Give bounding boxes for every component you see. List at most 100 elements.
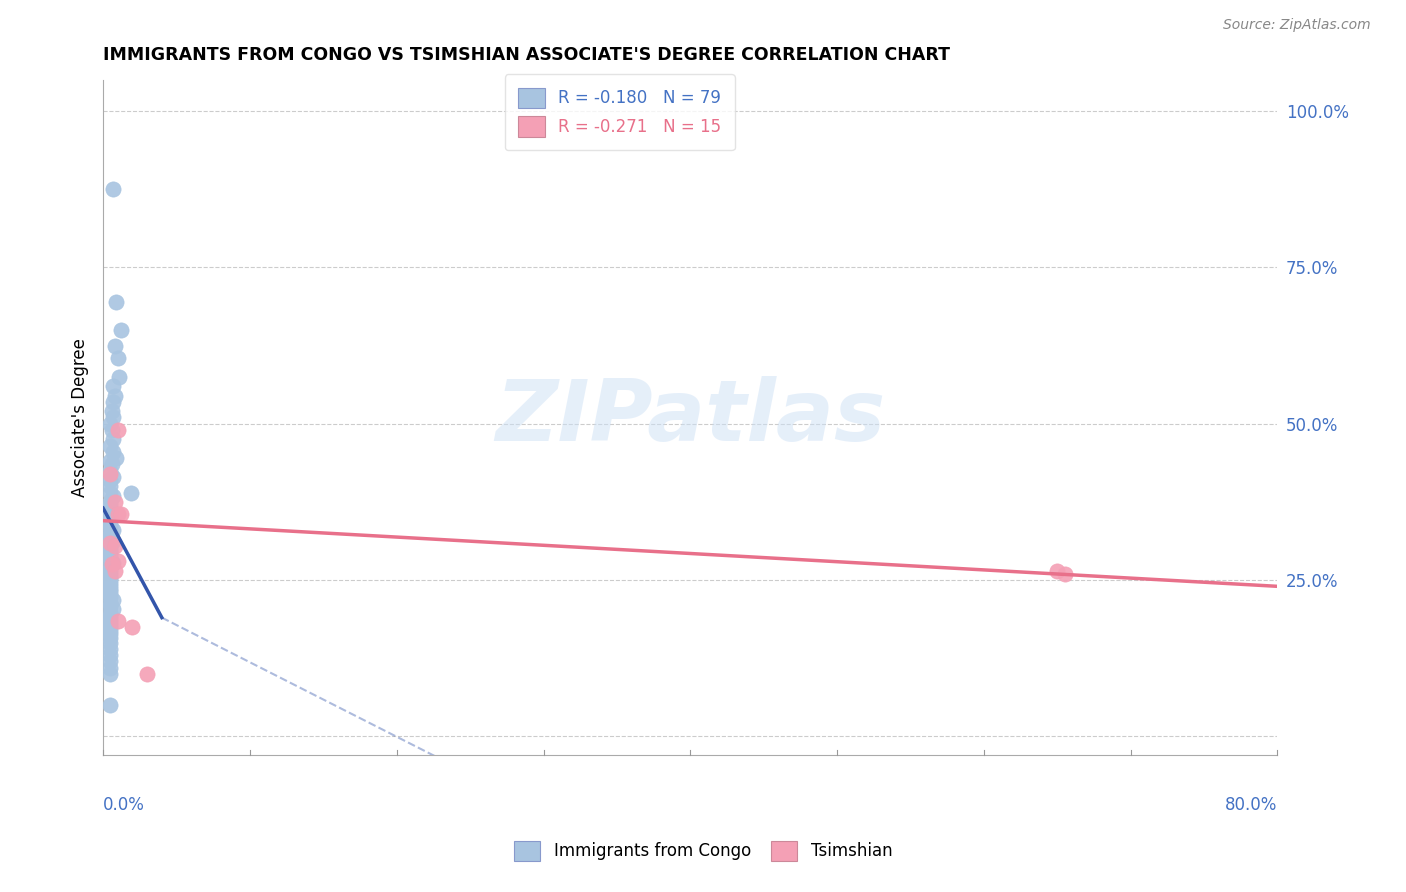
Y-axis label: Associate's Degree: Associate's Degree [72,338,89,497]
Point [120,485,142,500]
Point [103,489,125,503]
Point [103,523,125,537]
Point [103,593,125,607]
Legend: Immigrants from Congo, Tsimshian: Immigrants from Congo, Tsimshian [508,834,898,868]
Point [110,323,132,337]
Point [100,618,122,632]
Point [100,579,122,593]
Point [1053,566,1076,581]
Point [100,624,122,639]
Point [100,516,122,531]
Point [103,182,125,196]
Point [100,666,122,681]
Point [103,394,125,409]
Point [101,404,124,418]
Point [100,698,122,713]
Text: IMMIGRANTS FROM CONGO VS TSIMSHIAN ASSOCIATE'S DEGREE CORRELATION CHART: IMMIGRANTS FROM CONGO VS TSIMSHIAN ASSOC… [103,46,950,64]
Point [107,554,129,568]
Point [121,620,143,634]
Point [104,495,127,509]
Point [104,564,127,578]
Point [100,576,122,591]
Point [100,520,122,534]
Point [107,351,129,365]
Point [110,508,132,522]
Point [100,509,122,524]
Point [100,562,122,576]
Point [100,587,122,601]
Point [100,660,122,674]
Point [100,599,122,614]
Point [100,479,122,493]
Point [100,540,122,554]
Point [100,498,122,512]
Point [100,635,122,649]
Point [105,451,128,466]
Point [104,388,127,402]
Point [100,612,122,626]
Point [100,573,122,587]
Point [100,473,122,487]
Point [100,631,122,645]
Point [100,485,122,500]
Point [100,584,122,599]
Point [103,556,125,570]
Point [100,615,122,629]
Point [103,533,125,548]
Point [100,537,122,551]
Point [100,565,122,579]
Point [100,467,122,481]
Point [105,294,128,309]
Point [103,433,125,447]
Point [104,539,127,553]
Text: Source: ZipAtlas.com: Source: ZipAtlas.com [1223,18,1371,31]
Point [100,501,122,516]
Point [100,464,122,478]
Point [100,553,122,567]
Point [103,379,125,393]
Point [100,545,122,559]
Point [100,621,122,635]
Point [100,531,122,545]
Point [100,590,122,604]
Point [100,596,122,610]
Text: 80.0%: 80.0% [1225,796,1278,814]
Point [100,495,122,509]
Point [100,608,122,623]
Point [1046,564,1069,578]
Point [107,508,129,522]
Point [100,454,122,468]
Point [101,423,124,437]
Point [100,606,122,620]
Point [100,571,122,585]
Point [100,654,122,668]
Point [101,458,124,472]
Point [100,543,122,558]
Point [136,666,159,681]
Legend: R = -0.180   N = 79, R = -0.271   N = 15: R = -0.180 N = 79, R = -0.271 N = 15 [505,75,735,150]
Text: ZIPatlas: ZIPatlas [495,376,886,459]
Point [100,648,122,662]
Point [100,513,122,527]
Point [100,439,122,453]
Point [104,338,127,352]
Point [100,526,122,541]
Point [103,602,125,616]
Point [100,528,122,542]
Point [100,535,122,549]
Point [100,551,122,566]
Point [100,582,122,597]
Point [100,417,122,431]
Point [101,558,124,572]
Point [107,614,129,628]
Point [100,506,122,520]
Point [100,627,122,641]
Text: 0.0%: 0.0% [103,796,145,814]
Point [103,445,125,459]
Point [103,470,125,484]
Point [100,641,122,656]
Point [107,423,129,437]
Point [100,558,122,573]
Point [100,568,122,582]
Point [108,369,131,384]
